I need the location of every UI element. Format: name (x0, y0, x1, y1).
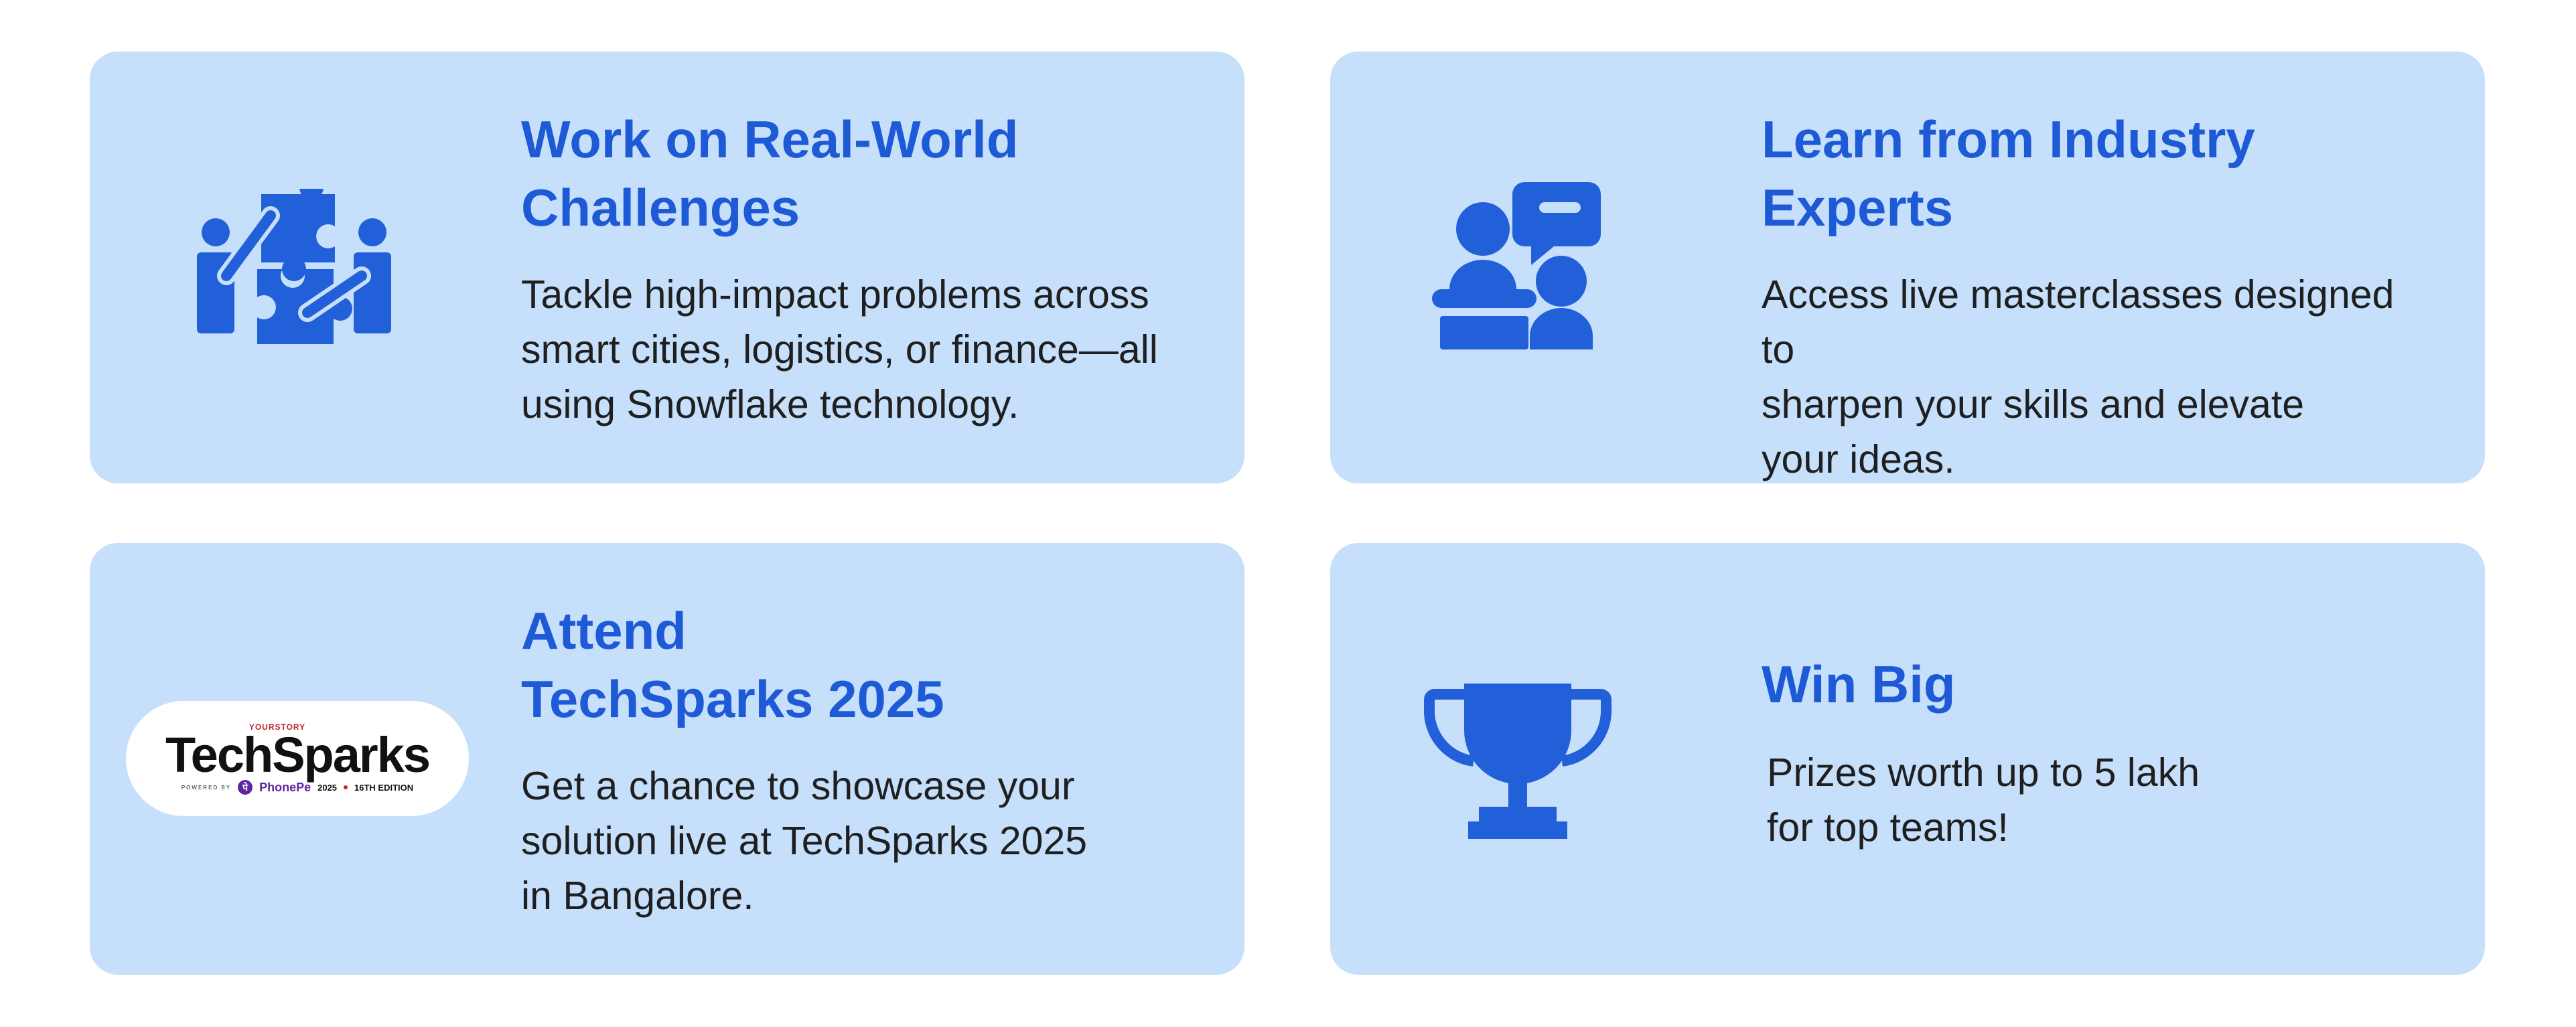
card-description: Get a chance to showcase your solution l… (521, 764, 1088, 918)
techsparks-wordmark: TechSparks (165, 727, 431, 783)
card-description: Prizes worth up to 5 lakh for top teams! (1767, 750, 2200, 850)
logo-edition: 16TH EDITION (354, 782, 414, 793)
card-title: Win Big (1762, 655, 1956, 714)
yourstory-label: YOURSTORY (248, 722, 306, 732)
techsparks-logo: YOURSTORY TechSparks POWERED BY पे Phone… (126, 701, 469, 816)
phonepe-label: PhonePe (259, 780, 311, 794)
trophy-icon (1424, 684, 1612, 842)
card-title: Attend TechSparks 2025 (521, 601, 944, 728)
card-description: Tackle high-impact problems across smart… (521, 272, 1158, 426)
separator-dot (344, 785, 348, 789)
logo-year: 2025 (317, 782, 338, 793)
presenter-speech-bubble-icon (1431, 182, 1605, 349)
powered-by-label: POWERED BY (181, 784, 232, 791)
feature-card-industry-experts: Learn from Industry Experts Access live … (1330, 52, 2485, 483)
feature-card-techsparks: YOURSTORY TechSparks POWERED BY पे Phone… (90, 543, 1244, 975)
phonepe-icon: पे (238, 780, 253, 795)
puzzle-people-icon (197, 189, 391, 349)
card-title: Learn from Industry Experts (1762, 110, 2255, 237)
feature-card-real-world-challenges: Work on Real-World Challenges Tackle hig… (90, 52, 1244, 483)
feature-card-win-big: Win Big Prizes worth up to 5 lakh for to… (1330, 543, 2485, 975)
card-description: Access live masterclasses designed to sh… (1762, 272, 2394, 481)
card-title: Work on Real-World Challenges (521, 110, 1019, 237)
